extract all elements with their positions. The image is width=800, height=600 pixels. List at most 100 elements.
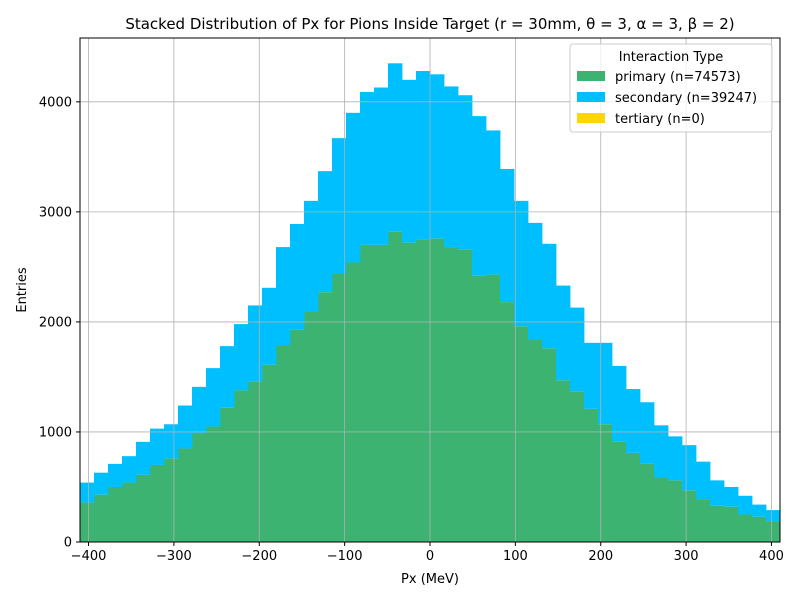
bar-primary-12	[248, 381, 263, 542]
bar-primary-15	[290, 329, 305, 542]
bar-primary-43	[682, 490, 697, 542]
bar-primary-7	[178, 448, 193, 542]
bar-secondary-23	[402, 79, 417, 243]
legend-box	[569, 43, 773, 133]
bar-secondary-48	[752, 504, 767, 517]
bar-primary-29	[486, 274, 501, 542]
bar-secondary-26	[444, 86, 459, 248]
x-tick-label: 300	[674, 549, 699, 564]
bar-secondary-22	[388, 63, 403, 232]
x-tick-label: −100	[327, 549, 363, 564]
y-axis-label: Entries	[15, 267, 30, 313]
x-tick-label: 400	[759, 549, 784, 564]
bar-secondary-19	[346, 112, 361, 263]
bar-secondary-29	[486, 130, 501, 275]
y-axis-ticks: 0 1000 2000 3000 4000	[39, 95, 80, 551]
bar-secondary-1	[94, 472, 109, 495]
bar-secondary-33	[542, 243, 557, 349]
y-tick-label: 1000	[39, 425, 72, 440]
bar-secondary-9	[206, 368, 221, 427]
bar-secondary-46	[724, 486, 739, 507]
x-tick-label: −400	[71, 549, 107, 564]
bar-secondary-17	[318, 171, 333, 293]
bar-secondary-5	[150, 428, 165, 465]
bar-secondary-8	[192, 386, 207, 434]
bar-primary-45	[710, 505, 725, 542]
bar-primary-26	[444, 247, 459, 543]
bar-primary-38	[612, 441, 627, 542]
bar-primary-11	[234, 390, 249, 542]
y-tick-label: 2000	[39, 315, 72, 330]
bar-primary-14	[276, 345, 291, 542]
bar-primary-28	[472, 275, 487, 542]
bar-primary-21	[374, 244, 389, 543]
chart-title: Stacked Distribution of Px for Pions Ins…	[125, 15, 734, 33]
bar-secondary-40	[640, 402, 655, 464]
bar-secondary-34	[556, 285, 571, 381]
bar-secondary-13	[262, 287, 277, 365]
bar-secondary-41	[654, 425, 669, 478]
bar-primary-22	[388, 231, 403, 542]
bar-secondary-32	[528, 222, 543, 340]
bar-primary-46	[724, 506, 739, 542]
x-axis-label: Px (MeV)	[401, 572, 459, 587]
bar-secondary-14	[276, 247, 291, 346]
y-tick-label: 4000	[39, 95, 72, 110]
legend-title: Interaction Type	[619, 50, 724, 65]
x-tick-label: −200	[241, 549, 277, 564]
bar-primary-24	[416, 239, 431, 542]
bar-primary-32	[528, 339, 543, 542]
bar-secondary-3	[122, 456, 137, 483]
bar-secondary-4	[136, 441, 151, 475]
bar-secondary-37	[598, 342, 613, 425]
bar-primary-27	[458, 249, 473, 542]
bar-secondary-18	[332, 138, 347, 274]
bar-secondary-24	[416, 71, 431, 240]
bar-primary-20	[360, 244, 375, 543]
bar-secondary-20	[360, 91, 375, 245]
bar-primary-34	[556, 380, 571, 542]
bar-primary-23	[402, 242, 417, 543]
bar-primary-31	[514, 326, 529, 542]
bar-secondary-44	[696, 461, 711, 500]
bar-secondary-10	[220, 346, 235, 408]
bar-primary-30	[500, 302, 515, 542]
bar-primary-2	[108, 486, 123, 542]
x-tick-label: 200	[588, 549, 613, 564]
bar-secondary-47	[738, 495, 753, 515]
legend: Interaction Type primary (n=74573) secon…	[569, 43, 773, 133]
bar-primary-10	[220, 407, 235, 542]
legend-swatch-tertiary	[577, 113, 605, 123]
bar-secondary-21	[374, 87, 389, 245]
bar-secondary-16	[304, 200, 319, 313]
bar-secondary-2	[108, 463, 123, 487]
bar-secondary-31	[514, 200, 529, 327]
bar-primary-40	[640, 463, 655, 542]
histogram-bars	[80, 63, 781, 543]
x-axis-ticks: −400 −300 −200 −100 0 100 200 300 400	[71, 542, 784, 564]
bar-primary-42	[668, 480, 683, 542]
y-tick-label: 0	[64, 536, 72, 551]
legend-swatch-secondary	[577, 92, 605, 102]
bar-secondary-7	[178, 405, 193, 449]
bar-primary-49	[766, 521, 781, 542]
bar-primary-25	[430, 238, 445, 542]
bar-secondary-39	[626, 389, 641, 453]
bar-primary-35	[570, 391, 585, 542]
bar-primary-5	[150, 464, 165, 542]
bar-primary-41	[654, 477, 669, 542]
bar-primary-4	[136, 474, 151, 542]
bar-primary-16	[304, 312, 319, 542]
bar-primary-18	[332, 273, 347, 542]
legend-label-primary: primary (n=74573)	[615, 70, 741, 85]
legend-label-tertiary: tertiary (n=0)	[615, 112, 705, 127]
bar-secondary-35	[570, 307, 585, 392]
bar-primary-44	[696, 499, 711, 542]
bar-primary-8	[192, 433, 207, 542]
bar-primary-39	[626, 452, 641, 542]
bar-secondary-25	[430, 74, 445, 239]
bar-primary-1	[94, 494, 109, 542]
legend-swatch-primary	[577, 71, 605, 81]
bar-secondary-38	[612, 365, 627, 442]
